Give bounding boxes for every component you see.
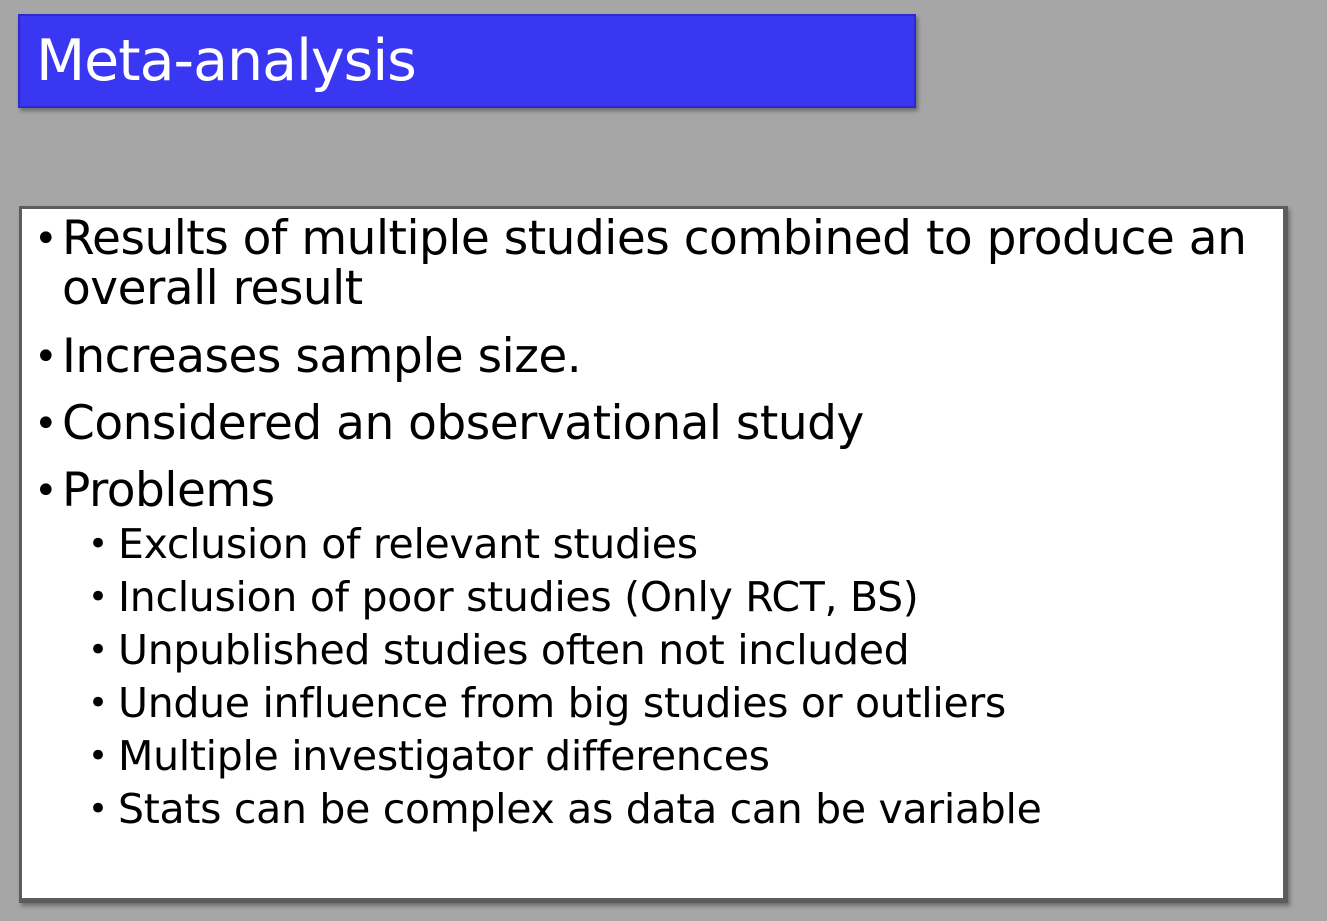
- sub-bullet-item: • Unpublished studies often not included: [22, 624, 1263, 677]
- sub-bullet-text: Inclusion of poor studies (Only RCT, BS): [118, 573, 919, 621]
- bullet-dot-icon: •: [34, 401, 58, 447]
- bullet-item: • Problems: [22, 466, 1263, 516]
- sub-bullet-text: Stats can be complex as data can be vari…: [118, 785, 1042, 833]
- bullet-list: • Results of multiple studies combined t…: [22, 214, 1263, 836]
- sub-bullet-dot-icon: •: [88, 789, 108, 829]
- title-box: Meta-analysis: [18, 14, 916, 108]
- content-box: • Results of multiple studies combined t…: [19, 206, 1288, 903]
- sub-bullet-dot-icon: •: [88, 736, 108, 776]
- bullet-text: Considered an observational study: [62, 396, 864, 451]
- sub-bullet-dot-icon: •: [88, 524, 108, 564]
- sub-bullet-item: • Stats can be complex as data can be va…: [22, 783, 1263, 836]
- sub-bullet-item: • Undue influence from big studies or ou…: [22, 677, 1263, 730]
- sub-bullet-text: Unpublished studies often not included: [118, 626, 910, 674]
- sub-bullet-item: • Inclusion of poor studies (Only RCT, B…: [22, 571, 1263, 624]
- sub-bullet-text: Exclusion of relevant studies: [118, 520, 698, 568]
- bullet-item: • Considered an observational study: [22, 399, 1263, 449]
- sub-bullet-item: • Multiple investigator differences: [22, 730, 1263, 783]
- sub-bullet-dot-icon: •: [88, 630, 108, 670]
- bullet-text: Results of multiple studies combined to …: [62, 211, 1247, 316]
- bullet-dot-icon: •: [34, 334, 58, 380]
- sub-bullet-dot-icon: •: [88, 683, 108, 723]
- bullet-text: Problems: [62, 463, 275, 518]
- bullet-item: • Increases sample size.: [22, 332, 1263, 382]
- sub-bullet-text: Undue influence from big studies or outl…: [118, 679, 1006, 727]
- bullet-area: • Results of multiple studies combined t…: [22, 214, 1263, 836]
- bullet-item: • Results of multiple studies combined t…: [22, 214, 1263, 314]
- bullet-dot-icon: •: [34, 216, 58, 262]
- bullet-text: Increases sample size.: [62, 329, 582, 384]
- slide-title: Meta-analysis: [36, 28, 417, 94]
- sub-bullet-text: Multiple investigator differences: [118, 732, 770, 780]
- bullet-dot-icon: •: [34, 468, 58, 514]
- sub-bullet-item: • Exclusion of relevant studies: [22, 518, 1263, 571]
- sub-bullet-dot-icon: •: [88, 577, 108, 617]
